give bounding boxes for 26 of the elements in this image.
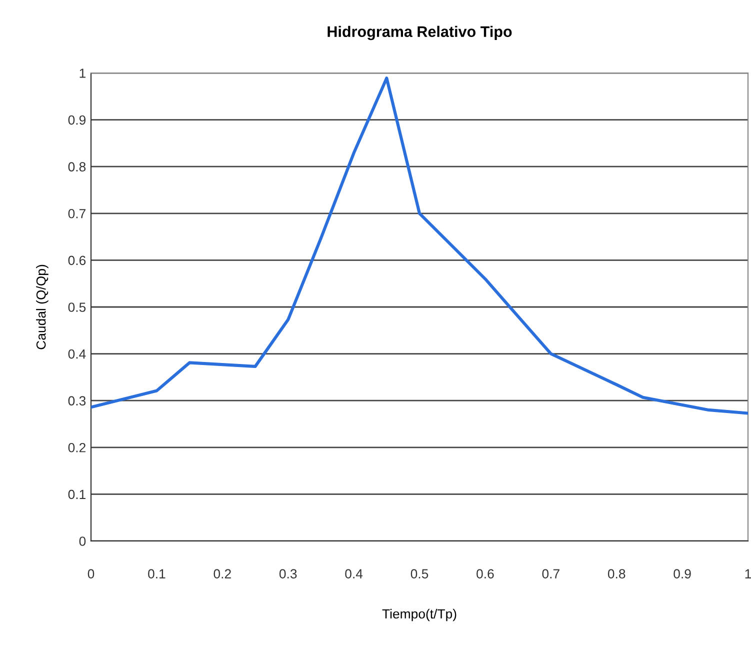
x-tick-label: 0 xyxy=(88,569,94,578)
x-tick-label: 0.3 xyxy=(279,569,297,578)
y-tick-label: 0.1 xyxy=(68,490,86,500)
y-axis-title: Caudal (Q/Qp) xyxy=(36,264,48,350)
y-tick-label: 0.3 xyxy=(68,396,86,406)
x-axis-title: Tiempo(t/Tp) xyxy=(382,608,456,622)
y-tick-label: 1 xyxy=(80,68,86,78)
x-tick-label: 0.5 xyxy=(410,569,428,578)
x-tick-label: 0.9 xyxy=(674,569,691,578)
x-tick-label: 0.6 xyxy=(476,569,494,578)
y-tick-label: 0 xyxy=(79,536,86,546)
x-tick-label: 0.4 xyxy=(345,569,363,578)
y-tick-label: 0.8 xyxy=(68,162,86,172)
x-tick-label: 0.7 xyxy=(542,569,560,578)
y-tick-label: 0.2 xyxy=(68,442,86,452)
line-series xyxy=(91,76,748,415)
x-tick-label: 0.2 xyxy=(214,569,231,578)
x-tick-label: 1 xyxy=(745,569,751,578)
y-tick-label: 0.6 xyxy=(68,256,86,266)
y-tick-label: 0.4 xyxy=(68,349,86,359)
chart-title: Hidrograma Relativo Tipo xyxy=(328,26,512,40)
x-tick-label: 0.8 xyxy=(608,569,626,578)
y-tick-label: 0.5 xyxy=(68,302,86,312)
y-tick-label: 0.7 xyxy=(68,208,86,218)
x-tick-label: 0.1 xyxy=(148,569,166,578)
y-tick-label: 0.9 xyxy=(68,115,86,125)
